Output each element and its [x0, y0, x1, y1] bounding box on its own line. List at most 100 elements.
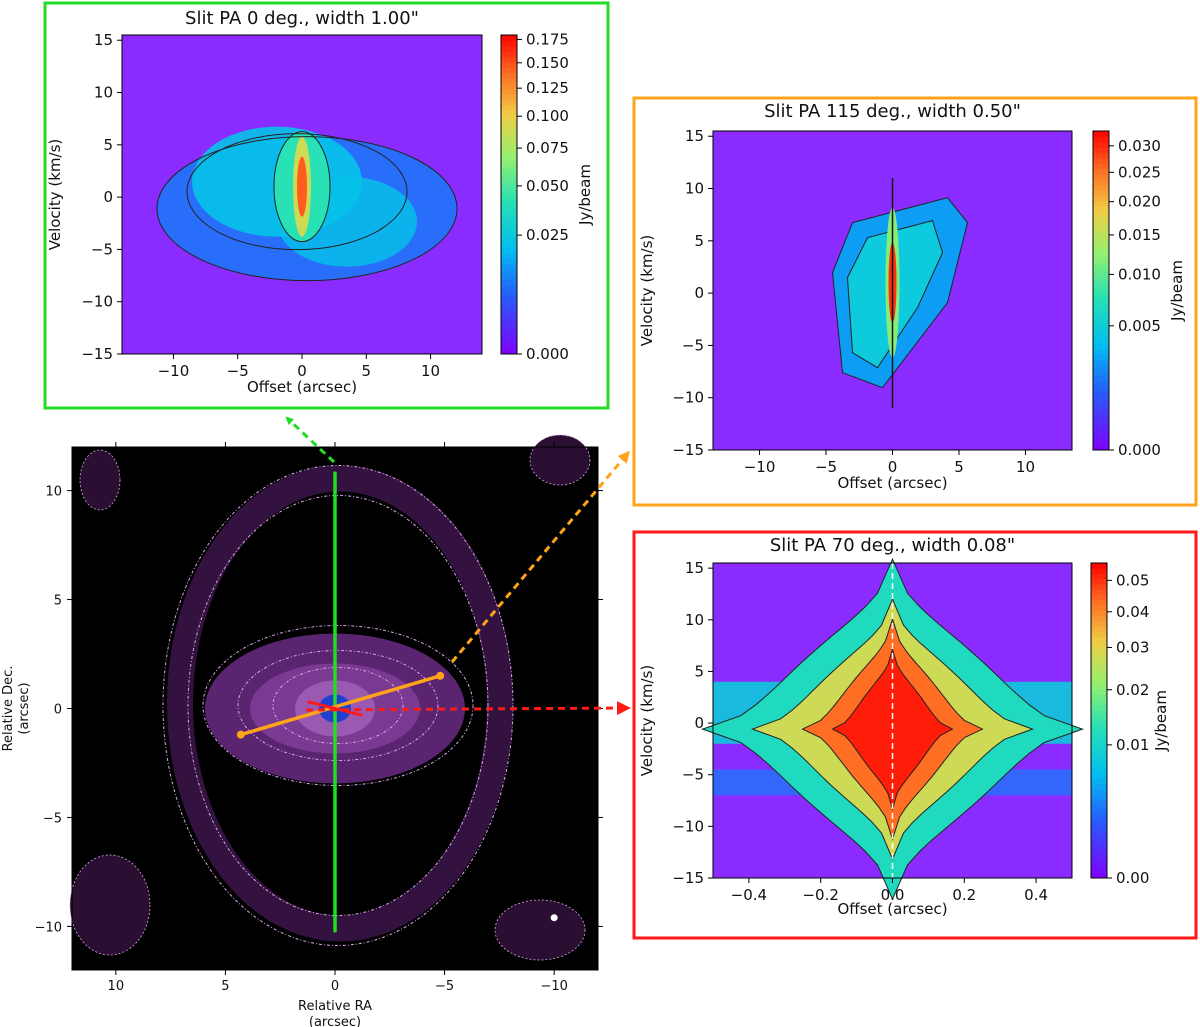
pv-chart-pa115: −10 −5 0 5 10 −15 −10 −5 0 5 10 15 Slit PA 115 deg.,…	[638, 101, 1186, 492]
colorbar-tick-label: 0.005	[1118, 317, 1161, 335]
y-tick-label: 5	[694, 662, 704, 680]
y-tick-label: 15	[685, 559, 704, 577]
pv-chart-pa0: −10 −5 0 5 10 −15 −10 −5 0 5 10 15 Slit PA 0 deg., w…	[46, 8, 594, 396]
emission-image	[156, 126, 458, 282]
chart-title: Slit PA 0 deg., width 1.00"	[185, 8, 419, 29]
colorbar-tick-label: 0.175	[526, 30, 569, 48]
x-axis-label-unit: (arcsec)	[309, 1015, 361, 1027]
y-tick-label: 5	[694, 232, 704, 250]
y-tick-label: −15	[672, 441, 704, 459]
colorbar-tick-label: 0.015	[1118, 226, 1161, 244]
y-tick-label: 10	[685, 180, 704, 198]
x-axis-label: Relative RA	[298, 999, 372, 1014]
arrow-to-pa0	[285, 416, 336, 464]
y-tick-label: 5	[54, 594, 62, 609]
pa0-panel-frame	[43, 1, 610, 410]
y-tick-label: −10	[81, 293, 113, 311]
colorbar-tick-label: 0.01	[1116, 736, 1149, 754]
x-tick-label: 0.4	[1024, 886, 1048, 904]
colorbar-tick-label: 0.000	[1118, 441, 1161, 459]
x-tick-label: 10	[421, 362, 440, 380]
x-tick-label: 0	[331, 979, 339, 994]
colorbar-tick-label: 0.03	[1116, 638, 1149, 656]
colorbar-label: Jy/beam	[1152, 690, 1170, 752]
chart-title: Slit PA 115 deg., width 0.50"	[764, 101, 1021, 122]
colorbar	[1092, 130, 1110, 451]
colorbar-tick-label: 0.125	[526, 79, 569, 97]
y-tick-label: −5	[682, 336, 704, 354]
pa70-panel-frame	[632, 530, 1198, 940]
y-axis-label-unit: (arcsec)	[17, 682, 32, 734]
pa115-panel-frame	[632, 96, 1198, 507]
y-tick-label: −5	[91, 240, 113, 258]
y-tick-label: −5	[43, 811, 62, 826]
x-tick-label: 0.0	[881, 886, 905, 904]
y-tick-label: −5	[682, 766, 704, 784]
y-tick-label: 0	[103, 188, 113, 206]
x-tick-label: −0.2	[802, 886, 838, 904]
arrow-to-pa115	[450, 450, 630, 663]
y-tick-label: −10	[672, 817, 704, 835]
colorbar-tick-label: 0.020	[1118, 193, 1161, 211]
y-tick-label: 15	[685, 127, 704, 145]
colorbar-tick-label: 0.05	[1116, 571, 1149, 589]
colorbar-label: Jy/beam	[576, 164, 594, 226]
x-tick-label: −10	[158, 362, 190, 380]
colorbar-tick-label: 0.150	[526, 54, 569, 72]
beam-marker	[550, 914, 558, 922]
colorbar	[500, 34, 518, 355]
colorbar-tick-label: 0.030	[1118, 137, 1161, 155]
y-tick-label: 10	[94, 84, 113, 102]
x-axis-label: Offset (arcsec)	[247, 378, 357, 396]
x-axis-label: Offset (arcsec)	[837, 900, 947, 918]
x-tick-label: −0.4	[731, 886, 767, 904]
y-axis-label: Velocity (km/s)	[46, 139, 64, 250]
y-tick-label: 10	[685, 611, 704, 629]
y-axis-label: Velocity (km/s)	[638, 235, 656, 346]
colorbar-tick-label: 0.02	[1116, 681, 1149, 699]
colorbar	[1090, 562, 1108, 879]
x-tick-label: 0	[888, 458, 898, 476]
x-tick-label: −10	[744, 458, 776, 476]
colorbar-tick-label: 0.025	[1118, 163, 1161, 181]
x-tick-label: −5	[815, 458, 837, 476]
colorbar-tick-label: 0.075	[526, 139, 569, 157]
x-tick-label: 5	[954, 458, 964, 476]
slit-end-marker	[236, 730, 245, 739]
y-tick-label: −10	[35, 920, 62, 935]
x-tick-label: 0.2	[952, 886, 976, 904]
x-tick-label: 0	[297, 362, 307, 380]
y-tick-label: −15	[672, 869, 704, 887]
arrow-to-pa70	[305, 701, 631, 716]
y-tick-label: 0	[694, 284, 704, 302]
x-tick-label: 10	[1016, 458, 1035, 476]
slit-end-marker	[436, 671, 445, 680]
colorbar-tick-label: 0.010	[1118, 265, 1161, 283]
pv-chart-pa70: −0.4 −0.2 0.0 0.2 0.4 −15 −10 −5 0 5 10 15 Slit PA 7…	[638, 535, 1170, 918]
colorbar-tick-label: 0.04	[1116, 603, 1149, 621]
chart-title: Slit PA 70 deg., width 0.08"	[770, 535, 1015, 556]
y-tick-label: 0	[694, 714, 704, 732]
y-tick-label: −10	[672, 389, 704, 407]
y-tick-label: 10	[45, 485, 62, 500]
colorbar-label: Jy/beam	[1168, 260, 1186, 322]
emission-image	[831, 178, 969, 409]
x-tick-label: −10	[540, 979, 567, 994]
x-tick-label: 5	[362, 362, 372, 380]
y-tick-label: 5	[103, 136, 113, 154]
x-axis-label: Offset (arcsec)	[837, 474, 947, 492]
y-tick-label: 0	[54, 703, 62, 718]
slit-pa115	[239, 674, 442, 737]
x-tick-label: −5	[227, 362, 249, 380]
y-tick-label: 15	[94, 31, 113, 49]
x-tick-label: 10	[108, 979, 125, 994]
y-axis-label: Relative Dec.	[1, 666, 16, 752]
colorbar-tick-label: 0.000	[526, 345, 569, 363]
x-tick-label: 5	[221, 979, 229, 994]
x-tick-label: −5	[435, 979, 454, 994]
colorbar-tick-label: 0.00	[1116, 869, 1149, 887]
colorbar-tick-label: 0.100	[526, 107, 569, 125]
colorbar-tick-label: 0.025	[526, 226, 569, 244]
